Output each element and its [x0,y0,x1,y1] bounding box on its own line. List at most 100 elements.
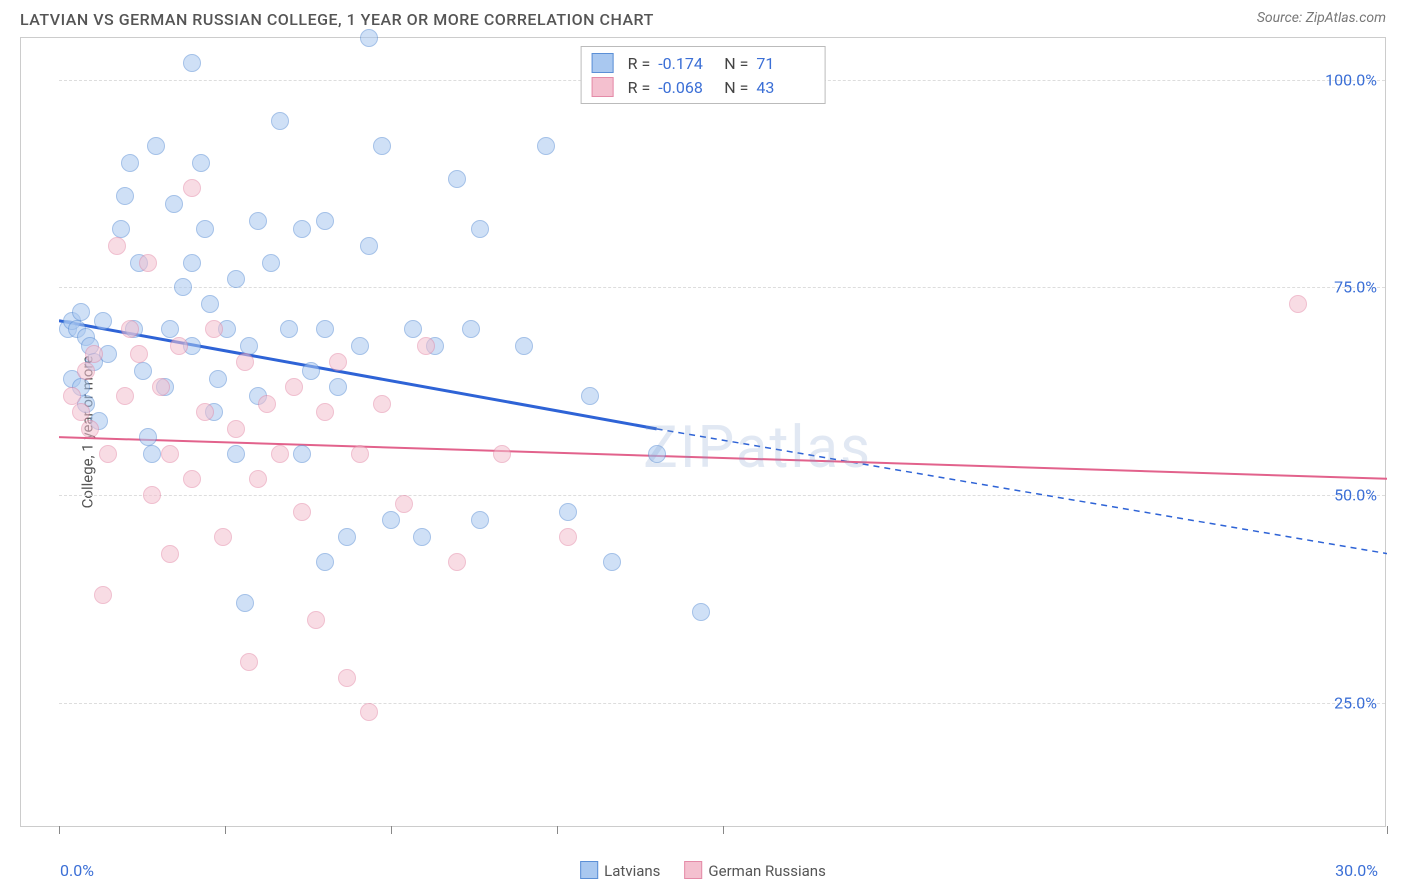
data-point [240,653,258,671]
legend-swatch [684,861,702,879]
data-point [161,320,179,338]
data-point [316,553,334,571]
data-point [121,320,139,338]
data-point [139,254,157,272]
data-point [448,553,466,571]
data-point [143,445,161,463]
data-point [192,154,210,172]
r-label: R = [628,54,651,73]
data-point [236,353,254,371]
data-point [205,320,223,338]
r-value: -0.068 [658,78,716,97]
data-point [183,179,201,197]
data-point [77,362,95,380]
data-point [116,387,134,405]
legend-item: German Russians [684,861,825,880]
data-point [152,378,170,396]
data-point [271,112,289,130]
data-point [170,337,188,355]
data-point [293,503,311,521]
x-axis-max-label: 30.0% [1335,861,1378,880]
data-point [116,187,134,205]
data-point [249,212,267,230]
data-point [559,503,577,521]
chart-container: College, 1 year or more 25.0%50.0%75.0%1… [20,37,1386,827]
data-point [99,445,117,463]
data-point [515,337,533,355]
data-point [395,495,413,513]
data-point [493,445,511,463]
data-point [81,420,99,438]
data-point [413,528,431,546]
data-point [382,511,400,529]
data-point [351,337,369,355]
series-swatch [592,53,614,73]
n-value: 43 [756,78,814,97]
data-point [209,370,227,388]
data-point [471,511,489,529]
data-point [183,54,201,72]
data-point [249,470,267,488]
correlation-box: R =-0.174N =71R =-0.068N =43 [581,46,826,104]
data-point [227,270,245,288]
data-point [316,320,334,338]
corr-row: R =-0.174N =71 [592,51,815,75]
data-point [471,220,489,238]
legend-label: Latvians [604,862,660,880]
data-point [462,320,480,338]
data-point [373,395,391,413]
n-label: N = [724,54,748,73]
data-point [537,137,555,155]
x-axis-min-label: 0.0% [60,861,94,880]
data-point [183,470,201,488]
x-tick [1387,826,1388,834]
data-point [293,220,311,238]
data-point [161,445,179,463]
data-point [196,403,214,421]
data-point [258,395,276,413]
data-point [143,486,161,504]
plot-area: 25.0%50.0%75.0%100.0% [59,38,1385,826]
data-point [85,345,103,363]
data-point [147,137,165,155]
data-point [240,337,258,355]
data-point [448,170,466,188]
data-point [338,528,356,546]
data-point [112,220,130,238]
data-point [581,387,599,405]
data-point [165,195,183,213]
data-point [121,154,139,172]
data-point [603,553,621,571]
legend-swatch [580,861,598,879]
data-point [196,220,214,238]
data-point [316,403,334,421]
data-point [329,378,347,396]
legend-item: Latvians [580,861,660,880]
data-point [262,254,280,272]
corr-row: R = -0.068 N = 43 [592,75,815,99]
data-point [174,278,192,296]
trend-lines [59,38,1387,828]
data-point [404,320,422,338]
n-label: N = [724,78,748,97]
r-value: -0.174 [658,54,716,73]
data-point [134,362,152,380]
data-point [302,362,320,380]
data-point [183,254,201,272]
data-point [227,420,245,438]
data-point [360,703,378,721]
data-point [72,403,90,421]
data-point [373,137,391,155]
bottom-legend: Latvians German Russians [580,861,826,880]
data-point [271,445,289,463]
data-point [94,586,112,604]
data-point [692,603,710,621]
data-point [338,669,356,687]
data-point [63,387,81,405]
data-point [316,212,334,230]
data-point [108,237,126,255]
data-point [130,345,148,363]
data-point [360,237,378,255]
r-label: R = [628,78,651,97]
source-label: Source: ZipAtlas.com [1257,10,1386,26]
